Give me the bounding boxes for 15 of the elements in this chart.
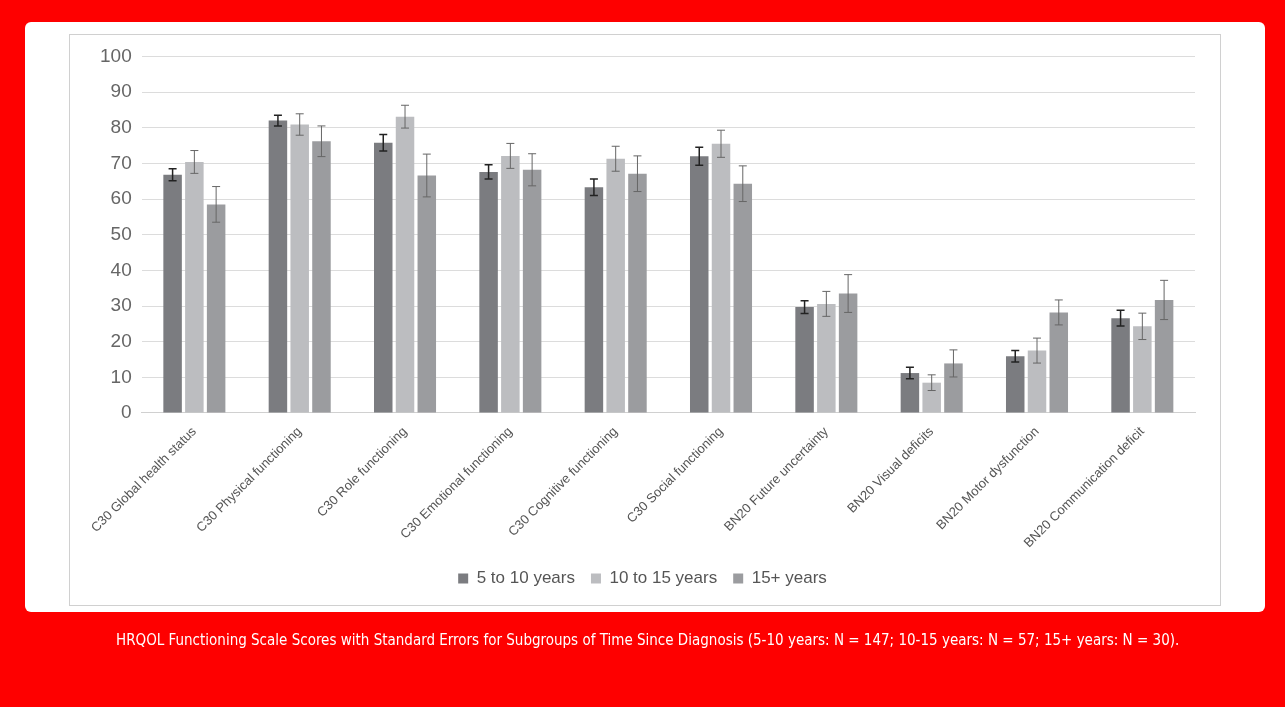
text: HRQOL Functioning Scale Scores with Standard Errors for Subgroups of Time Since Diagnosis (5-10 years: N = 147; 10-15 years: N = 57; 15+ years: N = 30). <box>115 630 1181 651</box>
y-tick-label: 90 <box>110 80 132 102</box>
y-tick-label: 100 <box>100 44 132 66</box>
y-tick-label: 60 <box>110 187 132 209</box>
y-tick-label: 40 <box>110 258 132 280</box>
legend-label: 15+ years <box>751 568 827 588</box>
legend-label: 5 to 10 years <box>476 568 575 588</box>
y-tick-label: 70 <box>110 151 132 173</box>
y-tick-label: 10 <box>110 365 132 387</box>
y-tick-label: 50 <box>110 222 132 244</box>
y-tick-label: 20 <box>110 329 132 351</box>
y-tick-label: 30 <box>110 294 132 316</box>
legend-label: 10 to 15 years <box>609 568 718 588</box>
y-tick-label: 80 <box>110 115 132 137</box>
y-tick-label: 0 <box>121 401 132 423</box>
